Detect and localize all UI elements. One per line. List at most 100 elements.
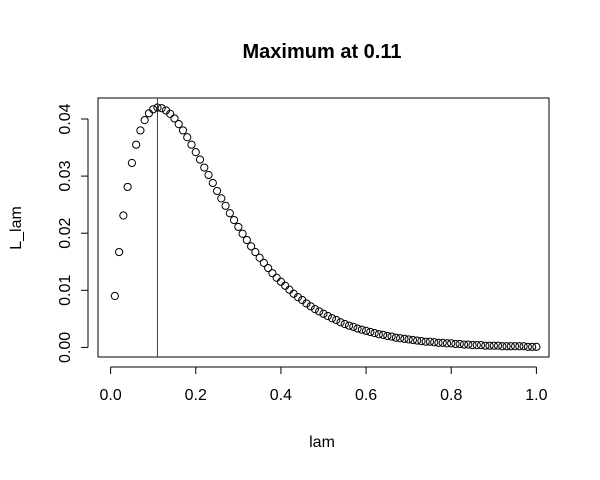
data-point bbox=[408, 335, 418, 345]
data-point bbox=[391, 333, 400, 342]
data-point bbox=[502, 342, 511, 351]
data-point bbox=[327, 314, 337, 323]
data-point bbox=[225, 209, 234, 218]
x-tick-label: 0.6 bbox=[355, 387, 377, 404]
data-point bbox=[217, 194, 226, 203]
data-point bbox=[498, 342, 507, 351]
data-point bbox=[468, 341, 477, 350]
data-point bbox=[455, 339, 464, 349]
data-point bbox=[136, 126, 145, 135]
data-point bbox=[115, 247, 124, 257]
data-point bbox=[200, 163, 209, 172]
data-point bbox=[349, 322, 358, 331]
data-point bbox=[255, 253, 264, 262]
data-point bbox=[417, 337, 426, 346]
data-point bbox=[344, 321, 354, 330]
data-point bbox=[438, 338, 447, 347]
data-point bbox=[212, 186, 222, 196]
data-point bbox=[119, 211, 128, 220]
data-point bbox=[264, 263, 273, 273]
data-point bbox=[319, 309, 328, 318]
y-tick-label: 0.02 bbox=[57, 218, 74, 249]
data-point bbox=[476, 341, 486, 350]
data-point bbox=[366, 327, 375, 337]
data-point bbox=[523, 342, 532, 351]
data-point bbox=[174, 120, 183, 129]
data-point bbox=[149, 105, 158, 114]
data-point bbox=[302, 299, 311, 308]
data-point bbox=[379, 330, 388, 339]
data-point bbox=[481, 341, 490, 350]
chart-title: Maximum at 0.11 bbox=[243, 41, 402, 63]
data-point bbox=[515, 342, 524, 351]
data-point bbox=[157, 104, 166, 113]
data-point bbox=[332, 315, 341, 325]
data-point bbox=[336, 318, 345, 327]
y-tick-label: 0.03 bbox=[57, 160, 74, 191]
data-point bbox=[234, 222, 243, 232]
points-layer bbox=[110, 103, 541, 351]
data-point bbox=[361, 326, 371, 335]
data-point bbox=[276, 277, 286, 286]
x-tick-label: 0.0 bbox=[99, 387, 121, 404]
data-point bbox=[370, 329, 379, 338]
data-point bbox=[204, 170, 213, 180]
data-point bbox=[404, 335, 413, 344]
data-point bbox=[357, 325, 366, 334]
data-point bbox=[396, 334, 405, 343]
data-point bbox=[251, 247, 260, 257]
data-point bbox=[229, 215, 239, 225]
data-point bbox=[221, 201, 230, 210]
data-point bbox=[144, 109, 154, 118]
data-point bbox=[268, 269, 277, 278]
data-point bbox=[442, 339, 452, 348]
data-point bbox=[340, 319, 349, 329]
data-point bbox=[187, 140, 196, 149]
y-tick-label: 0.00 bbox=[57, 332, 74, 363]
x-axis-label: lam bbox=[309, 434, 335, 451]
data-point bbox=[434, 338, 443, 347]
data-point bbox=[272, 273, 281, 282]
data-point bbox=[421, 337, 430, 346]
data-point bbox=[195, 155, 205, 164]
data-point bbox=[140, 116, 149, 125]
data-point bbox=[459, 340, 469, 349]
data-point bbox=[489, 341, 498, 350]
y-axis: 0.00 0.01 0.02 0.03 0.04 bbox=[57, 103, 89, 363]
data-point bbox=[178, 126, 188, 135]
x-tick-label: 0.4 bbox=[270, 387, 292, 404]
data-point bbox=[293, 293, 303, 302]
data-point bbox=[506, 342, 515, 351]
data-point bbox=[242, 235, 251, 245]
data-point bbox=[447, 339, 456, 348]
data-point bbox=[387, 332, 396, 341]
data-point bbox=[425, 337, 435, 346]
data-point bbox=[383, 331, 392, 341]
data-point bbox=[285, 285, 294, 294]
data-point bbox=[281, 281, 290, 290]
data-point bbox=[153, 103, 162, 112]
data-point bbox=[323, 311, 332, 321]
y-tick-label: 0.04 bbox=[57, 103, 74, 134]
data-point bbox=[519, 342, 528, 351]
data-point bbox=[208, 178, 217, 188]
y-axis-label: L_lam bbox=[8, 206, 25, 250]
data-point bbox=[400, 334, 409, 343]
x-tick-label: 0.8 bbox=[440, 387, 462, 404]
x-tick-label: 0.2 bbox=[185, 387, 207, 404]
data-point bbox=[472, 341, 481, 350]
data-point bbox=[511, 342, 520, 351]
data-point bbox=[353, 324, 362, 333]
x-tick-label: 1.0 bbox=[525, 387, 547, 404]
data-point bbox=[310, 305, 320, 314]
data-point bbox=[247, 242, 256, 251]
data-point bbox=[306, 302, 315, 311]
data-point bbox=[315, 307, 324, 316]
data-point bbox=[528, 342, 537, 351]
data-point bbox=[451, 339, 460, 349]
x-axis: 0.0 0.2 0.4 0.6 0.8 1.0 bbox=[99, 366, 548, 404]
data-point bbox=[413, 336, 422, 345]
data-point bbox=[464, 340, 473, 349]
data-point bbox=[127, 158, 136, 168]
